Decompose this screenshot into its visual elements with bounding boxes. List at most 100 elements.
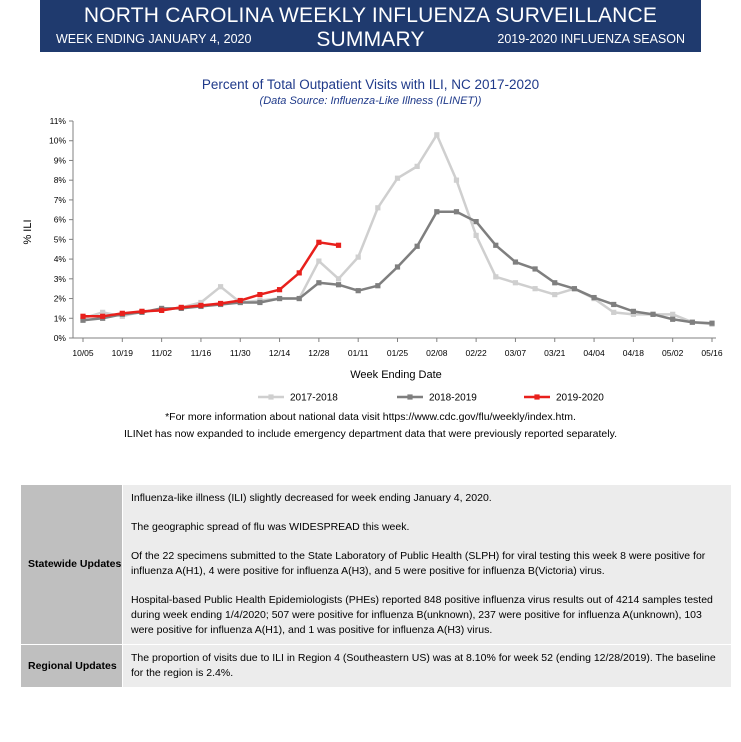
legend-item: 2017-2018 (258, 393, 338, 404)
data-point (198, 302, 204, 309)
chart-axes (72, 121, 716, 339)
data-point (100, 309, 106, 315)
data-point (611, 309, 617, 315)
data-point (217, 284, 224, 290)
x-tick-label: 12/28 (308, 348, 330, 358)
x-tick-label: 12/14 (269, 348, 291, 358)
data-point (276, 295, 283, 302)
data-point (512, 280, 519, 286)
regional-label: Regional Updates (20, 644, 123, 688)
y-tick-label: 5% (54, 234, 67, 244)
data-point (316, 258, 322, 264)
data-point (532, 286, 538, 292)
x-tick-label: 04/04 (583, 348, 605, 358)
regional-row: Regional Updates The proportion of visit… (20, 644, 732, 688)
y-tick-label: 7% (54, 195, 67, 205)
statewide-paragraph: The geographic spread of flu was WIDESPR… (131, 521, 410, 533)
y-tick-label: 4% (54, 254, 67, 264)
legend-label: 2018-2019 (429, 393, 477, 404)
x-tick-label: 11/16 (191, 348, 212, 358)
updates-table: Statewide Updates Influenza-like illness… (20, 484, 732, 688)
x-tick-label: 05/16 (701, 348, 723, 358)
y-tick-label: 9% (54, 155, 67, 165)
data-point (512, 259, 519, 265)
y-tick-label: 3% (54, 274, 67, 284)
legend-label: 2019-2020 (556, 393, 604, 404)
legend-marker (268, 394, 274, 400)
chart-subtitle: (Data Source: Influenza-Like Illness (IL… (259, 95, 482, 107)
data-point (434, 209, 440, 215)
x-tick-label: 05/02 (662, 348, 684, 358)
x-tick-label: 01/25 (387, 348, 409, 358)
legend-marker (407, 394, 413, 400)
y-tick-label: 0% (54, 333, 67, 343)
season-label: 2019-2020 INFLUENZA SEASON (497, 32, 685, 46)
data-point (355, 254, 361, 260)
statewide-row: Statewide Updates Influenza-like illness… (20, 484, 732, 645)
x-tick-label: 11/02 (151, 348, 172, 358)
data-point (571, 286, 578, 292)
data-point (630, 308, 636, 314)
x-axis-label: Week Ending Date (350, 369, 442, 381)
data-point (375, 205, 381, 211)
data-point (591, 294, 597, 301)
y-tick-label: 11% (50, 116, 67, 126)
cdc-note: *For more information about national dat… (165, 411, 576, 423)
data-point (493, 274, 499, 280)
data-point (414, 163, 420, 169)
data-point (198, 299, 204, 306)
y-tick-label: 1% (54, 313, 67, 323)
chart-legend: 2017-2018 2018-2019 2019-2020 (258, 393, 604, 404)
series-2019-2020 (80, 239, 342, 319)
data-point (552, 292, 558, 298)
legend-item: 2019-2020 (524, 393, 604, 404)
ilinet-note: ILINet has now expanded to include emerg… (123, 428, 617, 440)
x-tick-label: 03/21 (544, 348, 566, 358)
data-point (335, 242, 342, 248)
y-tick-label: 6% (54, 215, 67, 225)
data-point (296, 295, 302, 302)
y-axis-ticks: 0% 1% 2% 3% 4% 5% 6% 7% 8% 9% 10% 11% (49, 116, 73, 343)
data-point (394, 264, 401, 270)
data-point (316, 280, 322, 286)
data-point (178, 304, 184, 311)
data-point (552, 280, 558, 286)
data-point (159, 307, 165, 313)
data-point (335, 276, 342, 282)
statewide-paragraph: Of the 22 specimens submitted to the Sta… (131, 550, 706, 577)
data-point (473, 232, 479, 239)
ili-line-chart: 0% 1% 2% 3% 4% 5% 6% 7% 8% 9% 10% 11% 10/05 10/19 11/… (22, 116, 723, 404)
data-point (670, 311, 676, 317)
data-point (335, 282, 342, 288)
x-tick-label: 11/30 (230, 348, 251, 358)
report-title: NORTH CAROLINA WEEKLY INFLUENZA SURVEILL… (83, 4, 658, 51)
data-point (434, 132, 440, 138)
data-point (276, 287, 283, 293)
data-point (611, 301, 617, 308)
chart-series (80, 132, 715, 327)
week-ending-label: WEEK ENDING JANUARY 4, 2020 (56, 32, 252, 46)
legend-marker (534, 394, 540, 400)
y-tick-label: 8% (54, 175, 67, 185)
data-point (630, 311, 636, 317)
data-point (257, 292, 263, 298)
statewide-paragraph: Hospital-based Public Health Epidemiolog… (131, 594, 713, 636)
x-tick-label: 01/11 (348, 348, 369, 358)
data-point (217, 300, 224, 307)
data-point (532, 266, 538, 272)
x-tick-label: 10/05 (72, 348, 94, 358)
report-header: NORTH CAROLINA WEEKLY INFLUENZA SURVEILL… (40, 0, 701, 52)
data-point (119, 310, 125, 316)
data-point (650, 311, 656, 317)
data-point (237, 297, 243, 304)
data-point (689, 319, 695, 325)
series-line (82, 133, 713, 326)
data-point (296, 270, 302, 276)
y-tick-label: 2% (54, 294, 67, 304)
x-tick-label: 03/07 (505, 348, 527, 358)
data-point (316, 239, 322, 245)
chart-title: Percent of Total Outpatient Visits with … (201, 77, 540, 92)
statewide-label: Statewide Updates (20, 484, 123, 645)
data-point (80, 313, 86, 319)
data-point (473, 219, 479, 225)
